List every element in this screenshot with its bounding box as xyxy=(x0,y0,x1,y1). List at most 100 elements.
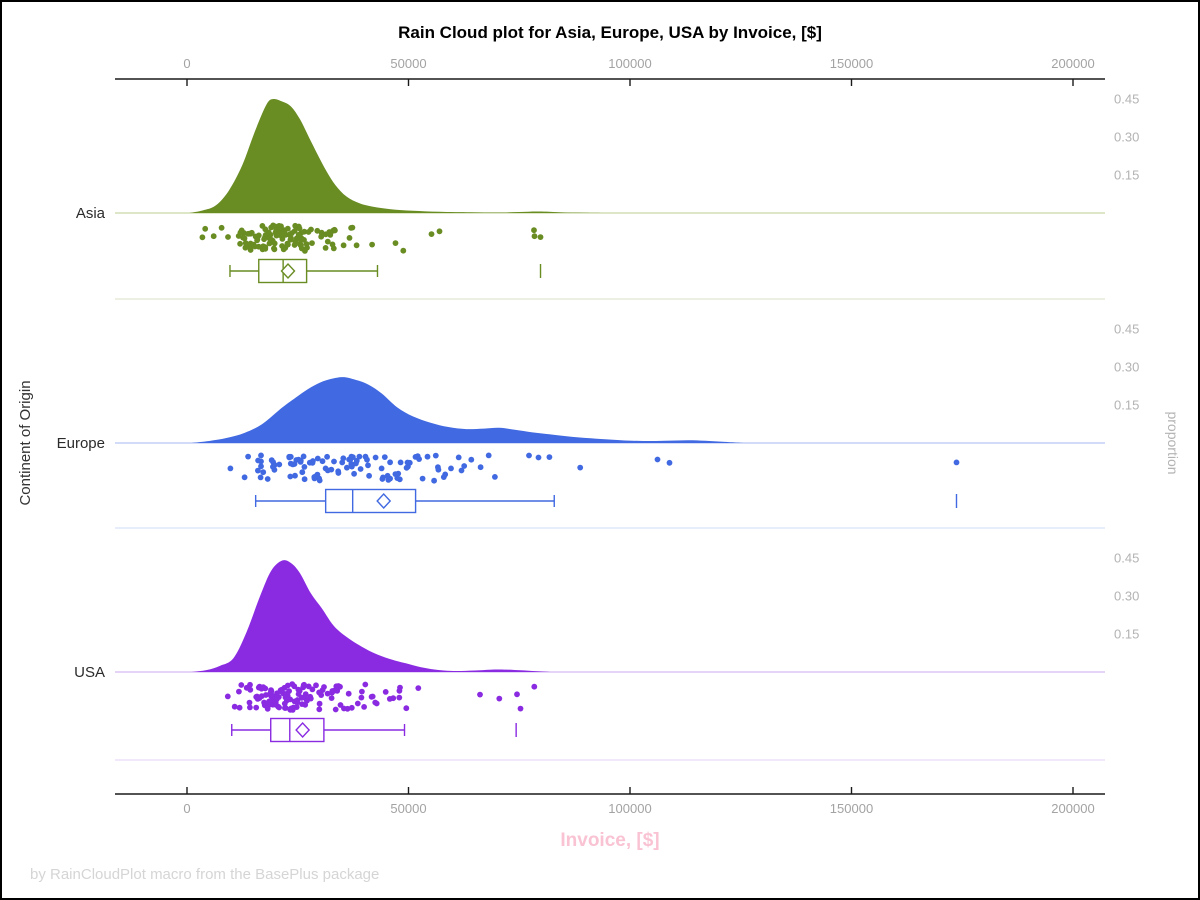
rain-dot xyxy=(297,459,304,465)
rain-dot xyxy=(303,241,310,248)
rain-dot xyxy=(350,454,356,461)
rain-dot xyxy=(424,453,431,460)
rain-dot xyxy=(302,248,308,254)
rain-dot xyxy=(419,475,426,482)
rain-dot xyxy=(266,691,273,698)
rain-dot xyxy=(546,454,553,460)
rain-dot xyxy=(284,682,291,689)
rain-dot xyxy=(415,685,422,691)
proportion-tick-label: 0.15 xyxy=(1114,168,1139,183)
rain-dot xyxy=(263,700,270,707)
rain-dot xyxy=(345,690,352,697)
rain-dot xyxy=(361,704,367,710)
rain-dot xyxy=(227,465,234,472)
x-axis-title: Invoice, [$] xyxy=(560,830,659,851)
mean-diamond xyxy=(280,262,296,280)
rain-dot xyxy=(236,688,242,695)
rain-dot xyxy=(280,690,287,697)
rain-dot xyxy=(280,230,287,237)
rain-dot xyxy=(301,681,307,688)
rain-dot xyxy=(309,459,316,466)
rain-dot xyxy=(324,238,331,245)
x-axes: 0 0 50000 50000 100000 100000 150000 150000 2000… xyxy=(115,56,1105,816)
rain-dot xyxy=(225,234,231,240)
rain-dot xyxy=(458,467,465,474)
rain-dot xyxy=(254,696,261,702)
rain-dot xyxy=(485,452,492,459)
rain-dot xyxy=(316,700,323,707)
rain-dot xyxy=(210,233,217,240)
rain-dot xyxy=(364,456,370,463)
rain-dot xyxy=(244,241,251,248)
rain-dot xyxy=(202,225,209,232)
rain-dot xyxy=(237,240,244,247)
rain-dot xyxy=(335,683,342,689)
rain-dot xyxy=(329,688,336,694)
proportion-tick-label: 0.15 xyxy=(1114,627,1139,642)
outlier-dot xyxy=(537,234,544,241)
rain-dot xyxy=(309,240,315,247)
rain-dot xyxy=(292,222,299,229)
proportion-tick-label: 0.45 xyxy=(1114,322,1139,337)
rain-dot xyxy=(285,241,291,248)
rain-dot xyxy=(301,464,308,470)
x-axis-bottom-tick-label: 200000 xyxy=(1051,801,1094,816)
rain-dot xyxy=(379,476,386,482)
y-axis-title: Continent of Origin xyxy=(17,380,34,505)
rain-dot xyxy=(316,689,322,696)
rain-dot xyxy=(250,241,257,248)
rain-dot xyxy=(577,464,584,471)
x-axis-bottom-tick-label: 0 xyxy=(183,801,190,816)
proportion-tick-label: 0.30 xyxy=(1114,589,1139,604)
rain-dot xyxy=(535,454,542,461)
rain-dot xyxy=(468,456,475,463)
panel-europe: Europe 0.45 0.30 0.15 xyxy=(57,322,1139,529)
rain-dot xyxy=(331,458,337,465)
rain-dot xyxy=(297,242,304,249)
rain-dot xyxy=(349,224,356,231)
rain-dot xyxy=(236,704,243,711)
rain-dot xyxy=(276,461,283,468)
x-axis-top-tick-label: 150000 xyxy=(830,56,873,71)
rain-dots-usa xyxy=(224,681,538,713)
rain-dot xyxy=(238,682,245,688)
x-axis-bottom-tick-label: 150000 xyxy=(830,801,873,816)
rain-dot xyxy=(369,693,376,700)
rain-dot xyxy=(332,706,339,713)
rain-dot xyxy=(654,456,661,463)
rain-dot xyxy=(357,466,364,472)
rain-dot xyxy=(258,452,264,459)
rain-dot xyxy=(287,706,294,713)
rain-dot xyxy=(316,477,323,484)
rain-dot xyxy=(392,240,399,247)
rain-dot xyxy=(356,453,363,460)
rain-dot xyxy=(275,694,282,700)
rain-dot xyxy=(218,224,225,231)
rain-dot xyxy=(295,231,302,238)
rain-dot xyxy=(432,452,439,459)
rain-dot xyxy=(270,463,276,470)
rain-dot xyxy=(294,699,301,706)
rain-dot xyxy=(365,462,371,469)
outlier-dot xyxy=(428,231,435,238)
rain-dot xyxy=(271,245,277,252)
rain-dot xyxy=(354,700,361,707)
rain-dot xyxy=(247,681,253,688)
proportion-tick-label: 0.15 xyxy=(1114,398,1139,413)
rain-dot xyxy=(224,693,231,700)
rain-dot xyxy=(262,245,269,252)
rain-dot xyxy=(448,465,454,472)
panels: Asia 0.45 0.30 0.15 Europe 0.45 0.30 0.15 USA 0.4… xyxy=(57,92,1139,761)
rain-dot xyxy=(305,683,312,690)
x-axis-top-tick-label: 100000 xyxy=(608,56,651,71)
rain-dot xyxy=(517,705,524,712)
rain-dot xyxy=(291,683,298,690)
rain-dot xyxy=(302,701,309,708)
category-label-usa: USA xyxy=(74,664,105,681)
rain-dot xyxy=(316,706,323,713)
rain-dot xyxy=(335,470,342,476)
panel-usa: USA 0.45 0.30 0.15 xyxy=(74,551,1139,761)
rain-dot xyxy=(382,689,389,695)
rain-dot xyxy=(378,465,385,472)
